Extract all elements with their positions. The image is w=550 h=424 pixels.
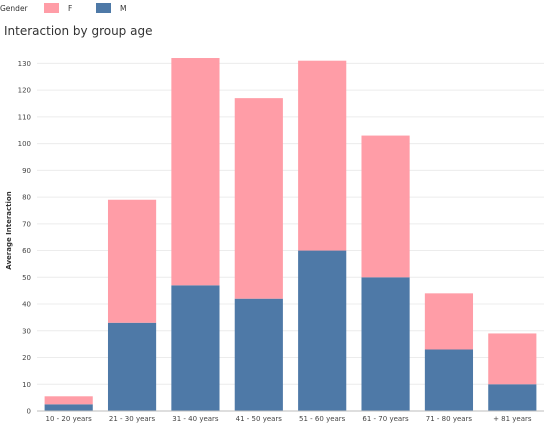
- bar-m: [234, 298, 283, 411]
- y-tick-label: 80: [22, 194, 31, 202]
- y-tick-label: 10: [22, 381, 31, 389]
- x-tick-label: 31 - 40 years: [172, 415, 219, 423]
- x-tick-label: 41 - 50 years: [236, 415, 283, 423]
- bar-m: [298, 250, 347, 411]
- legend-label-m: M: [120, 4, 127, 13]
- y-tick-label: 130: [18, 60, 31, 68]
- bar-f: [234, 98, 283, 299]
- y-tick-label: 70: [22, 220, 31, 228]
- x-tick-label: 51 - 60 years: [299, 415, 346, 423]
- bar-m: [488, 384, 537, 411]
- bar-m: [361, 277, 410, 411]
- y-tick-label: 90: [22, 167, 31, 175]
- legend-swatch-f: [44, 3, 59, 13]
- y-tick-label: 30: [22, 327, 31, 335]
- bar-f: [361, 135, 410, 278]
- bar-m: [424, 349, 474, 411]
- chart-title: Interaction by group age: [4, 24, 153, 38]
- x-tick-label: 61 - 70 years: [362, 415, 409, 423]
- x-tick-label: + 81 years: [493, 415, 532, 423]
- x-tick-label: 10 - 20 years: [46, 415, 93, 423]
- bar-f: [488, 333, 537, 385]
- legend-label-f: F: [68, 4, 73, 13]
- bar-m: [44, 404, 93, 411]
- x-tick-label: 21 - 30 years: [109, 415, 156, 423]
- bar-m: [171, 285, 220, 411]
- bar-f: [107, 199, 157, 323]
- bar-f: [171, 58, 220, 286]
- bar-m: [107, 322, 157, 411]
- bar-f: [44, 396, 93, 405]
- y-axis-title: Average Interaction: [5, 191, 13, 269]
- y-tick-label: 50: [22, 274, 31, 282]
- y-tick-label: 110: [18, 113, 31, 121]
- y-tick-label: 120: [18, 87, 31, 95]
- legend-swatch-m: [96, 3, 111, 13]
- y-tick-label: 60: [22, 247, 31, 255]
- bar-f: [424, 293, 474, 350]
- y-tick-label: 100: [18, 140, 31, 148]
- y-tick-label: 20: [22, 354, 31, 362]
- y-tick-label: 0: [27, 408, 31, 416]
- y-tick-label: 40: [22, 301, 31, 309]
- x-tick-label: 71 - 80 years: [426, 415, 473, 423]
- bar-f: [298, 60, 347, 251]
- legend-title: Gender: [0, 4, 28, 13]
